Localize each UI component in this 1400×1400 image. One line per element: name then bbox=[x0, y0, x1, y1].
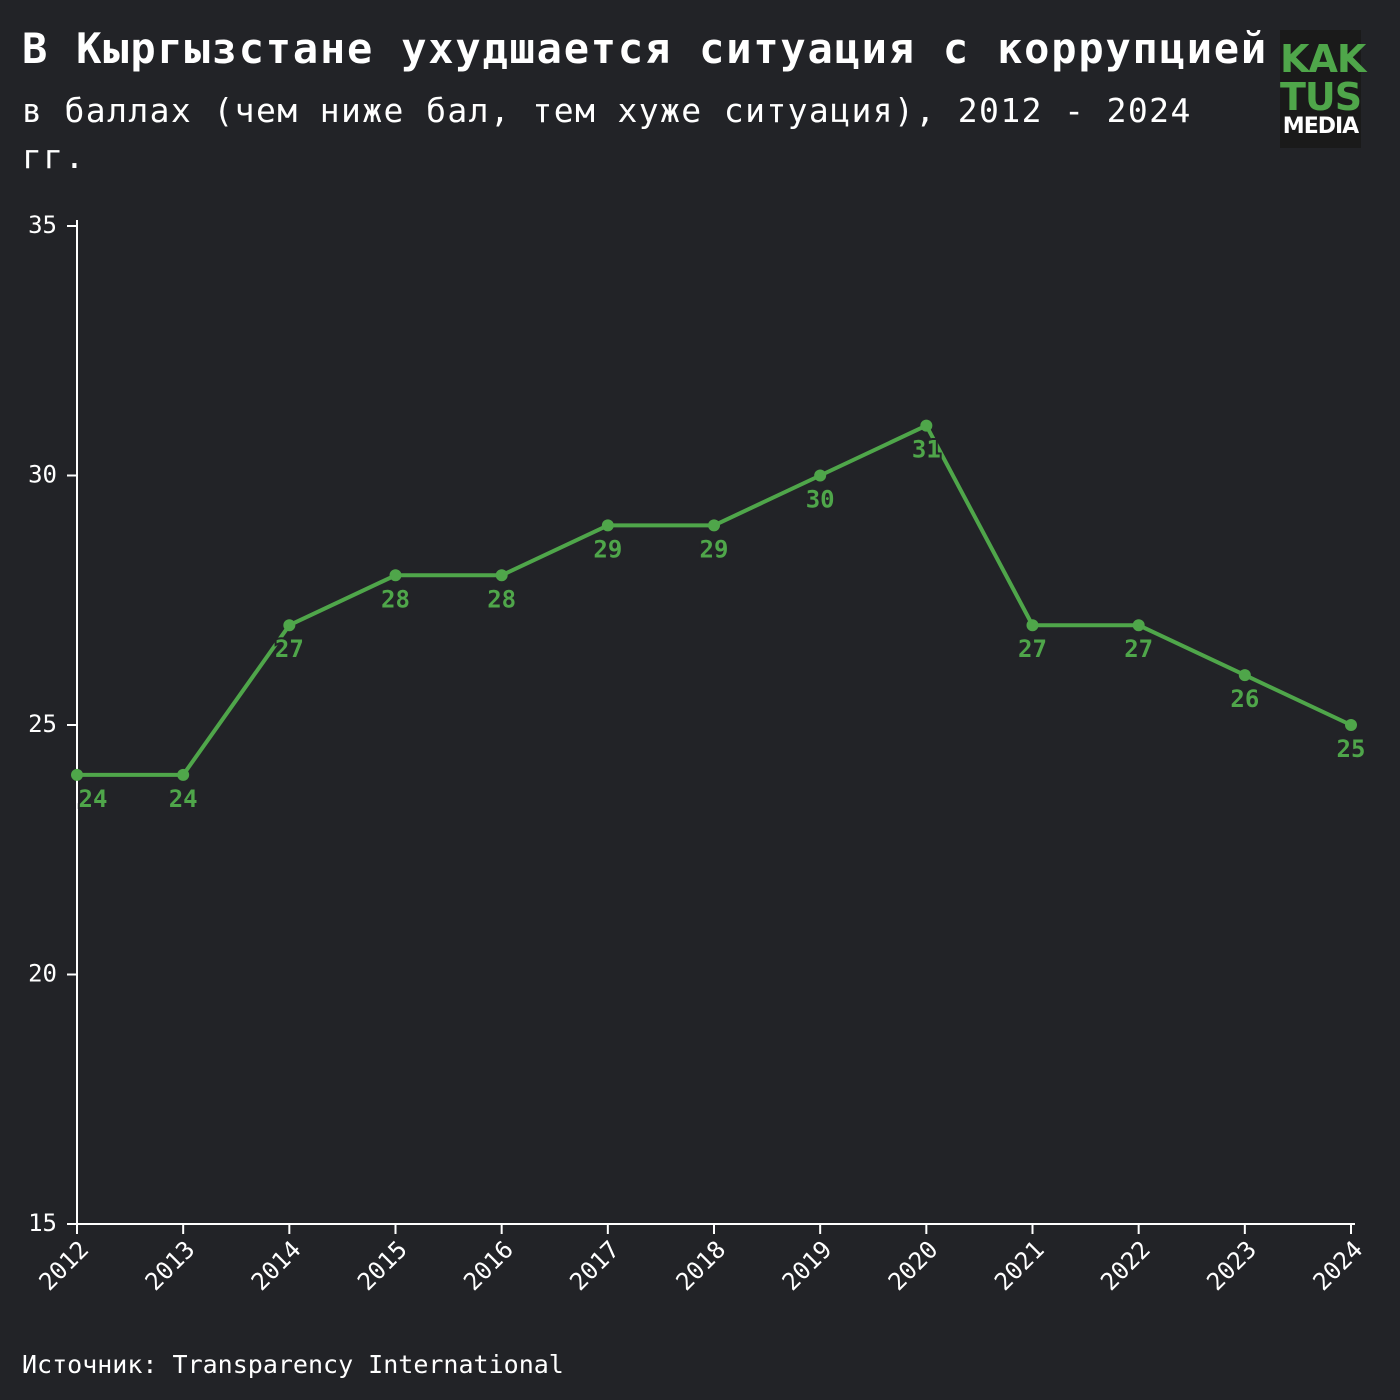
logo-text: MEDIA bbox=[1282, 114, 1359, 139]
y-tick-label: 25 bbox=[28, 710, 57, 738]
data-label: 25 bbox=[1337, 735, 1366, 763]
data-label: 28 bbox=[381, 585, 410, 613]
data-label: 27 bbox=[1018, 635, 1047, 663]
logo-text: TUS bbox=[1280, 75, 1362, 119]
x-tick-label: 2014 bbox=[246, 1235, 307, 1296]
point bbox=[708, 519, 720, 532]
chart-subtitle: в баллах (чем ниже бал, тем хуже ситуаци… bbox=[22, 91, 1192, 176]
x-tick-label: 2015 bbox=[352, 1235, 413, 1296]
y-tick-label: 15 bbox=[28, 1209, 57, 1237]
data-label: 24 bbox=[169, 785, 198, 813]
point bbox=[71, 768, 83, 781]
x-tick-label: 2023 bbox=[1201, 1235, 1262, 1296]
x-tick-label: 2012 bbox=[34, 1235, 95, 1296]
x-tick-label: 2021 bbox=[989, 1235, 1050, 1296]
x-tick-label: 2013 bbox=[140, 1235, 201, 1296]
point bbox=[814, 469, 827, 482]
point bbox=[1132, 619, 1145, 632]
point bbox=[1238, 669, 1251, 682]
data-label: 27 bbox=[1124, 635, 1153, 663]
x-tick-label: 2018 bbox=[671, 1235, 732, 1296]
point bbox=[177, 768, 190, 781]
point bbox=[1026, 619, 1039, 632]
x-tick-label: 2019 bbox=[777, 1235, 838, 1296]
data-label: 26 bbox=[1230, 685, 1259, 713]
point bbox=[495, 569, 508, 582]
data-label: 24 bbox=[79, 785, 108, 813]
data-label: 27 bbox=[275, 635, 304, 663]
y-tick-label: 35 bbox=[28, 211, 57, 239]
logo: KAK TUS MEDIA bbox=[1280, 30, 1366, 148]
logo-text: KAK bbox=[1280, 37, 1366, 81]
x-tick-label: 2022 bbox=[1095, 1235, 1156, 1296]
data-label: 28 bbox=[487, 585, 516, 613]
data-label: 31 bbox=[912, 436, 941, 464]
point bbox=[1345, 719, 1357, 731]
point bbox=[389, 569, 402, 582]
data-label: 30 bbox=[806, 486, 835, 514]
source: Источник: Transparency International bbox=[22, 1350, 564, 1379]
y-tick-label: 30 bbox=[28, 461, 57, 489]
point bbox=[283, 619, 296, 632]
chart-title: В Кыргызстане ухудшается ситуация с корр… bbox=[22, 24, 1268, 73]
point bbox=[601, 519, 614, 532]
y-tick-label: 20 bbox=[28, 960, 57, 988]
data-label: 29 bbox=[593, 535, 622, 563]
x-tick-label: 2024 bbox=[1308, 1235, 1369, 1296]
point bbox=[920, 419, 933, 432]
x-tick-label: 2017 bbox=[564, 1235, 625, 1296]
x-tick-label: 2020 bbox=[883, 1235, 944, 1296]
line bbox=[77, 423, 1352, 777]
x-tick-label: 2016 bbox=[458, 1235, 519, 1296]
data-label: 29 bbox=[700, 535, 729, 563]
